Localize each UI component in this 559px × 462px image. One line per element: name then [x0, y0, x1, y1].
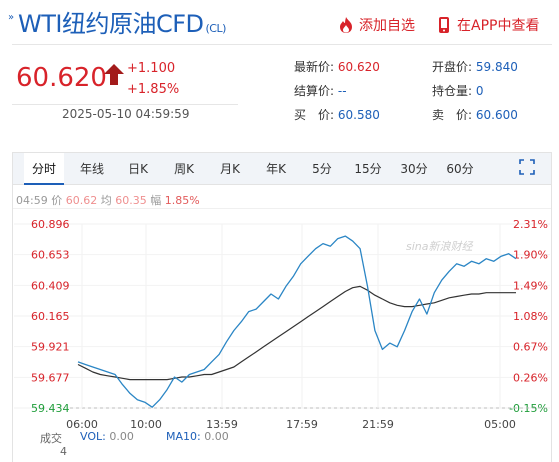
y-tick-label: 60.653: [31, 249, 70, 262]
flame-icon: [340, 17, 352, 33]
volume-side-label: 成交: [40, 432, 62, 445]
x-tick-label: 17:59: [286, 418, 318, 431]
tab-2[interactable]: 日K: [128, 162, 148, 176]
open-app-label: 在APP中查看: [457, 18, 540, 34]
watermark: sina新浪财经: [406, 240, 473, 253]
up-arrow-icon: [104, 64, 124, 74]
phone-icon: [439, 17, 449, 33]
y-pct-tick-label: 0.67%: [513, 341, 548, 354]
y-tick-label: 59.921: [31, 341, 70, 354]
info-divider: [13, 208, 551, 209]
volume-readout: VOL: 0.00: [80, 430, 134, 443]
last-price: 60.620: [16, 63, 107, 93]
y-pct-tick-label: 0.26%: [513, 371, 548, 384]
y-tick-label: 60.409: [31, 279, 70, 292]
open-app-button[interactable]: 在APP中查看: [436, 14, 539, 36]
header-divider: [12, 44, 552, 45]
chart-card: [12, 152, 552, 462]
y-tick-label: 59.434: [31, 402, 70, 415]
x-tick-label: 06:00: [66, 418, 98, 431]
price-change-pct: +1.85%: [127, 82, 180, 97]
page-title: WTI纽约原油CFD (CL): [18, 10, 227, 38]
tab-5[interactable]: 年K: [266, 162, 286, 176]
x-tick-label: 10:00: [130, 418, 162, 431]
price-change: +1.100: [127, 61, 176, 76]
price-line: [77, 235, 517, 408]
stat-latest: 最新价: 60.620: [294, 60, 380, 74]
up-arrow-stem: [110, 73, 118, 85]
instrument-code: (CL): [205, 22, 227, 35]
chart-tabbar: [13, 153, 551, 185]
y-pct-tick-label: 2.31%: [513, 218, 548, 231]
x-tick-label: 05:00: [484, 418, 516, 431]
timestamp-divider: [12, 104, 238, 105]
volume-side-sub: 4: [60, 445, 67, 458]
x-tick-label: 13:59: [206, 418, 238, 431]
y-tick-label: 60.896: [31, 218, 70, 231]
add-watchlist-button[interactable]: 添加自选: [338, 14, 415, 36]
breadcrumb-mark-icon: »: [8, 12, 15, 23]
tab-1[interactable]: 年线: [79, 162, 104, 176]
tab-0[interactable]: 分时: [24, 153, 64, 185]
y-tick-label: 60.165: [31, 310, 70, 323]
tab-9[interactable]: 60分: [446, 162, 474, 176]
y-pct-tick-label: 1.49%: [513, 279, 548, 292]
y-tick-label: 59.677: [31, 371, 70, 384]
tab-6[interactable]: 5分: [312, 162, 332, 176]
stat-open: 开盘价: 59.840: [432, 60, 518, 74]
tab-3[interactable]: 周K: [174, 162, 194, 176]
stat-sell: 卖 价: 60.600: [432, 108, 518, 122]
stat-settle: 结算价: --: [294, 84, 347, 98]
tab-7[interactable]: 15分: [354, 162, 382, 176]
stat-position: 持仓量: 0: [432, 84, 484, 98]
stat-buy: 买 价: 60.580: [294, 108, 380, 122]
x-tick-label: 21:59: [362, 418, 394, 431]
fullscreen-icon[interactable]: [519, 159, 535, 175]
y-pct-tick-label: 1.90%: [513, 249, 548, 262]
tab-8[interactable]: 30分: [400, 162, 428, 176]
crosshair-info: 04:59 价 60.62 均 60.35 幅 1.85%: [16, 194, 200, 207]
avg-price-line: [77, 285, 516, 381]
add-watchlist-label: 添加自选: [359, 18, 415, 34]
y-pct-tick-label: 1.08%: [513, 310, 548, 323]
ma10-readout: MA10: 0.00: [166, 430, 229, 443]
quote-timestamp: 2025-05-10 04:59:59: [62, 107, 190, 121]
tab-4[interactable]: 月K: [220, 162, 240, 176]
